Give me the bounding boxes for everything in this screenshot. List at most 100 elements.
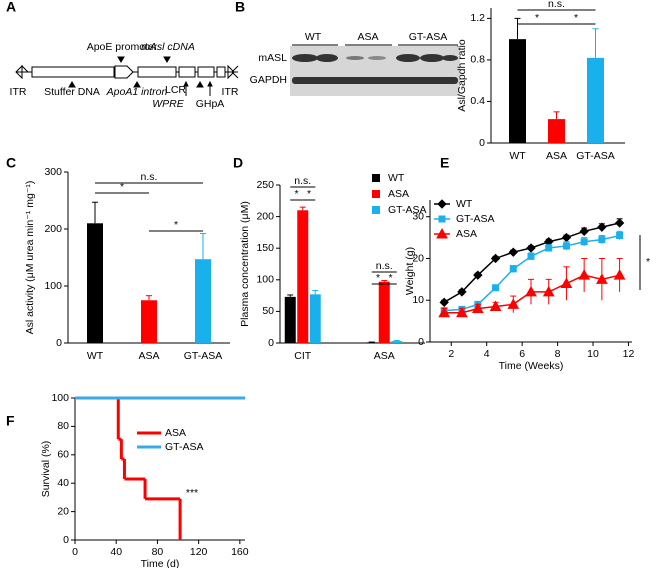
bar [297,210,309,343]
y-tick-label: 0 [56,337,62,349]
panel-label: A [6,0,16,15]
point [562,242,570,250]
point [596,273,608,284]
bar [378,281,390,343]
significance-label: n.s. [141,171,158,183]
bar [366,342,378,343]
diagram-label: GHpA [196,98,225,110]
point [489,300,502,311]
diagram-label: LCR [165,84,186,96]
bar [391,341,403,343]
point [526,243,536,253]
x-tick-label: CIT [294,350,312,362]
y-axis-label: Plasma concentration (μM) [239,201,251,327]
significance-label: n.s. [548,0,565,10]
y-tick-label: 0.4 [470,95,485,107]
point [616,232,624,239]
diagram-label: ApoA1 intron [106,86,168,98]
legend-swatch [372,206,380,214]
x-tick-label: 4 [484,348,490,360]
legend-label: GT-ASA [456,213,495,225]
point [439,297,449,308]
y-tick-label: 200 [256,210,274,222]
point [598,236,606,244]
x-tick-label: 6 [519,348,525,360]
x-tick-label: 120 [190,546,208,558]
bar [309,294,321,343]
y-tick-label: 0.8 [470,54,485,66]
panel-label: C [6,155,16,171]
y-axis-label: Asl/Gapdh ratio [456,39,468,112]
point [438,215,446,223]
significance-label: * [574,12,578,24]
point [578,269,591,280]
legend-label: WT [456,198,473,210]
y-tick-label: 10 [412,294,424,306]
x-tick-label: 80 [152,546,164,558]
x-tick-label: GT-ASA [576,150,615,162]
y-tick-label: 60 [57,449,69,461]
legend-label: WT [388,172,405,184]
bar [141,300,157,343]
x-tick-label: 2 [448,348,454,360]
y-tick-label: 20 [412,252,424,264]
lane-label: GT-ASA [409,31,448,43]
bar [587,57,604,143]
x-tick-label: 40 [110,546,122,558]
x-tick-label: 10 [587,348,599,360]
point [436,227,448,239]
x-axis-label: Time (Weeks) [499,360,564,372]
y-axis-label: Weight (g) [404,247,416,295]
x-tick-label: ASA [374,350,395,362]
row-label: GAPDH [250,74,287,86]
point [579,226,589,237]
point [438,306,451,318]
x-tick-label: GT-ASA [184,350,223,362]
bar [548,119,565,143]
y-tick-label: 20 [57,505,69,517]
y-tick-label: 150 [256,242,274,254]
legend-label: ASA [388,188,409,200]
significance-label: n.s. [294,175,311,187]
x-tick-label: 160 [231,546,249,558]
y-tick-label: 50 [262,305,274,317]
point [525,285,537,297]
point [542,285,555,297]
point [507,298,520,309]
row-label: mASL [258,52,287,64]
panel-label: B [235,0,245,15]
diagram-label: mAsl cDNA [141,41,195,53]
x-tick-label: 12 [623,348,635,360]
y-tick-label: 30 [412,210,424,222]
significance-label: n.s. [376,260,393,272]
western-blot [290,44,460,96]
y-tick-label: 40 [57,477,69,489]
y-tick-label: 100 [256,274,274,286]
point [508,247,518,257]
x-tick-label: ASA [138,350,159,362]
x-axis-label: Time (d) [141,558,180,568]
x-tick-label: WT [509,150,526,162]
significance-label: *** [186,487,198,499]
y-tick-label: 250 [256,179,274,191]
x-tick-label: 0 [72,546,78,558]
diagram-label: ITR [10,86,27,98]
y-tick-label: 200 [44,223,62,235]
legend-label: GT-ASA [388,204,427,216]
y-tick-label: 0 [418,336,424,348]
x-tick-label: 8 [555,348,561,360]
significance-label: * [646,256,650,268]
point [492,284,500,292]
significance-label: * [120,181,124,193]
significance-label: * [388,272,392,284]
point [580,238,588,246]
diagram-label: WPRE [152,98,184,110]
point [614,218,625,228]
significance-label: * [307,188,311,200]
point [560,277,573,289]
lane-label: ASA [357,31,378,43]
y-tick-label: 80 [57,420,69,432]
point [613,269,626,280]
x-tick-label: WT [87,350,104,362]
y-tick-label: 1.2 [470,12,485,24]
